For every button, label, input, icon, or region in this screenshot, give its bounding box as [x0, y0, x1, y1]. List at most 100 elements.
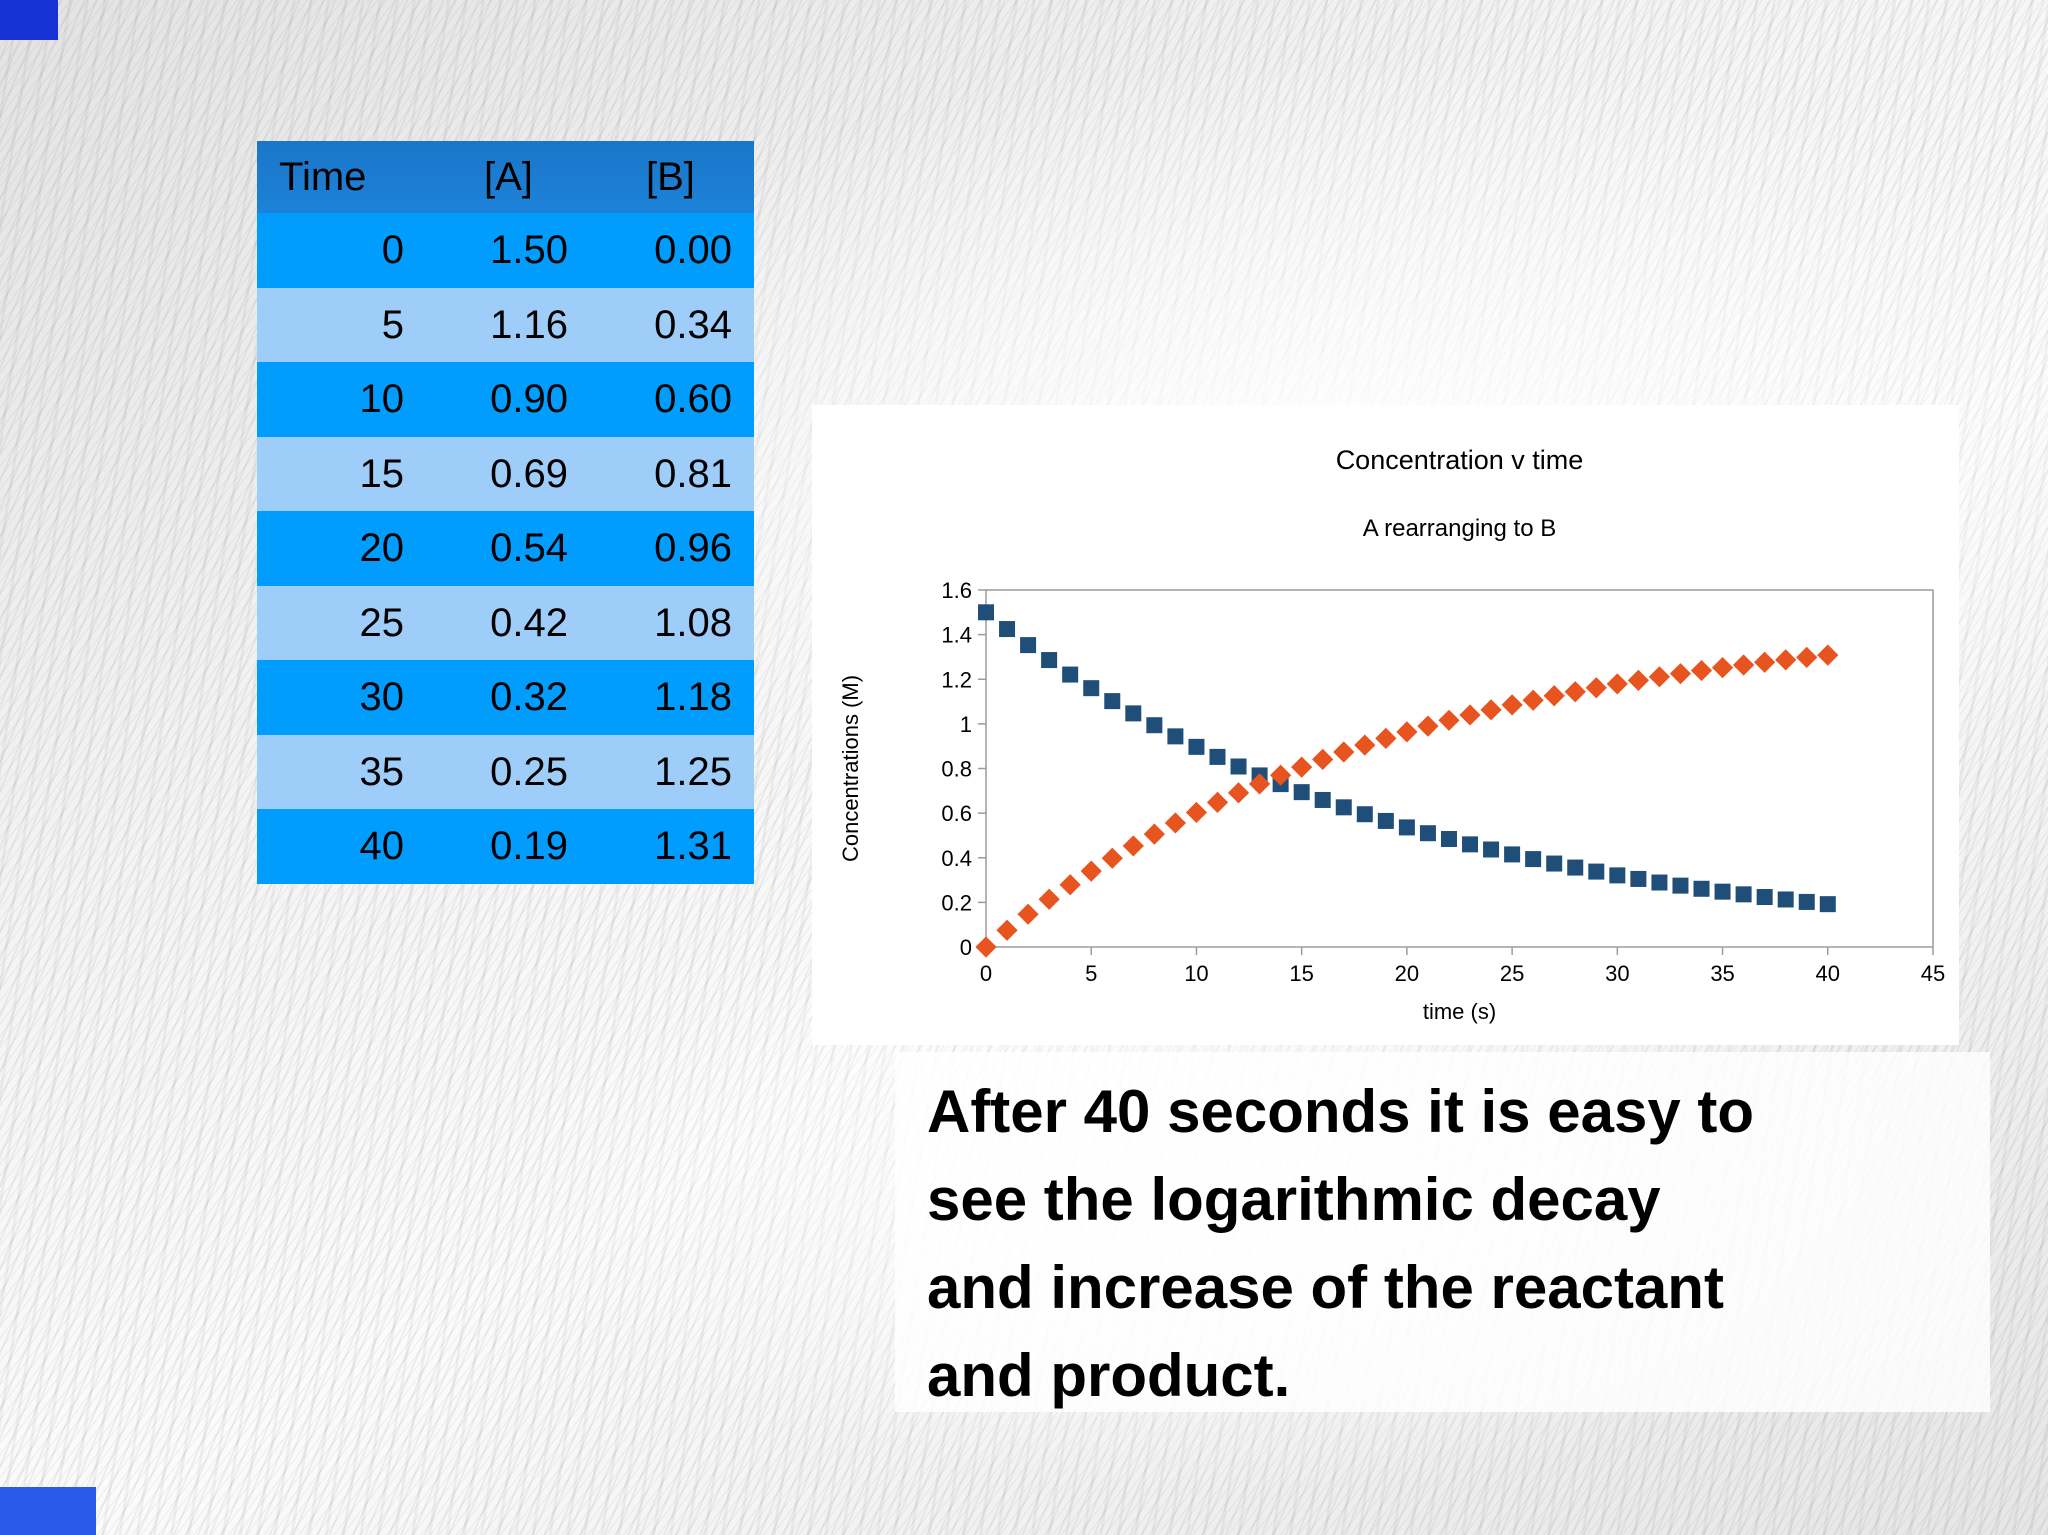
table-row: 5 1.16 0.34 — [257, 287, 754, 362]
table-cell: 0.42 — [490, 600, 568, 645]
table-row: 10 0.90 0.60 — [257, 362, 754, 437]
series-a-marker — [1504, 846, 1521, 863]
table-cell: 0.90 — [490, 377, 568, 422]
series-b-marker — [1775, 649, 1797, 671]
series-b-marker — [1227, 782, 1250, 804]
series-a-marker — [1188, 738, 1205, 755]
series-a-marker — [1356, 806, 1373, 823]
series-b-marker — [1143, 823, 1165, 845]
table-cell: 30 — [359, 675, 405, 720]
series-a-marker — [1735, 886, 1752, 903]
table-cell: 25 — [359, 600, 405, 645]
series-a-marker — [1209, 748, 1226, 765]
series-b-marker — [1291, 756, 1313, 778]
series-a-marker — [1167, 728, 1184, 745]
data-table: Time [A] [B] 0 1.50 0.00 5 1.16 0.34 10 0.90 0.6… — [257, 141, 754, 884]
series-a-marker — [1041, 652, 1058, 669]
table-cell: 1.31 — [654, 824, 732, 869]
x-tick-label: 25 — [1500, 961, 1524, 986]
corner-accent-top-left — [0, 0, 58, 40]
y-tick-label: 1.6 — [941, 578, 972, 603]
series-a-marker — [1440, 831, 1457, 848]
table-cell: 20 — [359, 526, 405, 571]
table-cell: 0 — [381, 228, 404, 273]
series-b-marker — [1101, 847, 1123, 869]
series-a-marker — [1609, 867, 1626, 884]
y-axis-title: Concentrations (M) — [838, 675, 863, 862]
series-b-marker — [1354, 734, 1376, 756]
series-b-marker — [1501, 694, 1523, 716]
table-cell: 10 — [359, 377, 405, 422]
y-tick-label: 1.2 — [941, 667, 972, 692]
x-tick-label: 30 — [1605, 961, 1629, 986]
y-tick-label: 1 — [960, 712, 972, 737]
series-b-marker — [1606, 673, 1628, 695]
series-b-marker — [1396, 721, 1418, 743]
series-b-marker — [1732, 654, 1755, 676]
x-tick-label: 0 — [980, 961, 992, 986]
series-a-marker — [1651, 874, 1668, 891]
table-cell: 1.18 — [654, 675, 732, 720]
x-tick-label: 20 — [1395, 961, 1419, 986]
series-a-marker — [1672, 877, 1689, 894]
table-row: 0 1.50 0.00 — [257, 213, 754, 288]
series-b-marker — [1522, 689, 1544, 711]
x-tick-label: 40 — [1816, 961, 1840, 986]
table-row: 35 0.25 1.25 — [257, 734, 754, 809]
table-row: 15 0.69 0.81 — [257, 436, 754, 511]
table-row: 20 0.54 0.96 — [257, 511, 754, 586]
table-header-time: Time — [279, 155, 367, 199]
y-tick-label: 0.4 — [941, 846, 972, 871]
table-cell: 0.54 — [490, 526, 568, 571]
table-cell: 0.19 — [490, 824, 568, 869]
y-tick-label: 0 — [960, 935, 972, 960]
data-table-body: 0 1.50 0.00 5 1.16 0.34 10 0.90 0.60 15 0.69 0.81 20… — [257, 213, 754, 884]
series-b-marker — [1480, 699, 1502, 721]
series-b-marker — [1017, 903, 1039, 925]
x-tick-label: 5 — [1085, 961, 1097, 986]
chart-panel: Concentration v time A rearranging to B … — [812, 405, 1959, 1045]
series-b-marker — [1627, 669, 1649, 691]
table-cell: 0.34 — [654, 302, 732, 347]
table-row: 30 0.32 1.18 — [257, 660, 754, 735]
series-a-marker — [1756, 889, 1773, 906]
corner-accent-bottom-left — [0, 1487, 96, 1535]
table-cell: 0.96 — [654, 526, 732, 571]
series-a-marker — [1377, 812, 1394, 829]
series-b-marker — [1164, 812, 1187, 834]
table-header-b: [B] — [646, 155, 695, 199]
series-b-marker — [1648, 666, 1671, 688]
series-a-marker — [1398, 819, 1415, 836]
series-a-marker — [1714, 883, 1731, 900]
series-b-marker — [975, 936, 997, 958]
y-tick-label: 0.6 — [941, 801, 972, 826]
y-tick-label: 0.8 — [941, 757, 972, 782]
caption-background — [895, 1052, 1990, 1412]
table-header-a: [A] — [484, 155, 533, 199]
series-b-marker — [1711, 657, 1734, 679]
table-row: 40 0.19 1.31 — [257, 809, 754, 884]
series-a-marker — [1314, 791, 1331, 808]
chart-subtitle: A rearranging to B — [1362, 515, 1557, 542]
concentration-plot: 0 5 10 15 20 25 30 35 40 45 0 0.2 0.4 0.6 0.8 1 1.2 1.4 1.… — [838, 578, 1945, 1024]
caption-text: After 40 seconds it is easy to see the l… — [927, 1078, 1754, 1409]
series-a-marker — [1693, 880, 1710, 897]
series-a-marker — [1546, 855, 1563, 872]
series-b-marker — [1375, 727, 1397, 749]
y-tick-label: 0.2 — [941, 890, 972, 915]
series-a-marker — [1335, 799, 1352, 816]
x-tick-label: 45 — [1921, 961, 1945, 986]
series-b-marker — [1206, 791, 1229, 814]
series-b-marker — [1417, 715, 1439, 737]
series-b-marker — [1817, 644, 1839, 666]
chart-title: Concentration v time — [1335, 445, 1584, 475]
x-tick-label: 10 — [1184, 961, 1208, 986]
series-a-marker — [1230, 758, 1247, 775]
table-cell: 1.25 — [654, 749, 732, 794]
series-a-marker — [1630, 870, 1647, 887]
series-b-marker — [996, 919, 1018, 941]
series-a-marker — [1525, 851, 1542, 868]
series-a-marker — [1062, 666, 1079, 683]
series-a-marker — [1798, 893, 1815, 910]
